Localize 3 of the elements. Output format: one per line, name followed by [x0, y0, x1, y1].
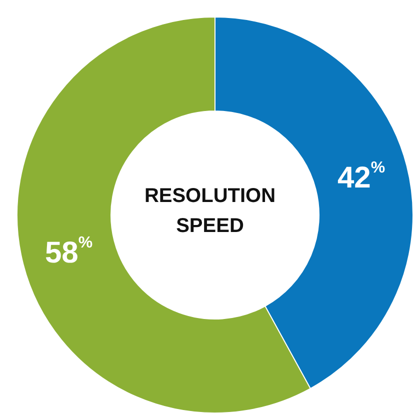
- data-label: 58$^{%}$: [44, 234, 93, 270]
- data-label: 42$^{%}$: [337, 159, 386, 194]
- text: RESOLUTION SPEED: [144, 185, 276, 237]
